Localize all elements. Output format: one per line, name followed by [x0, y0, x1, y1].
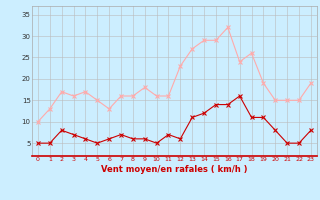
X-axis label: Vent moyen/en rafales ( km/h ): Vent moyen/en rafales ( km/h ) [101, 165, 248, 174]
